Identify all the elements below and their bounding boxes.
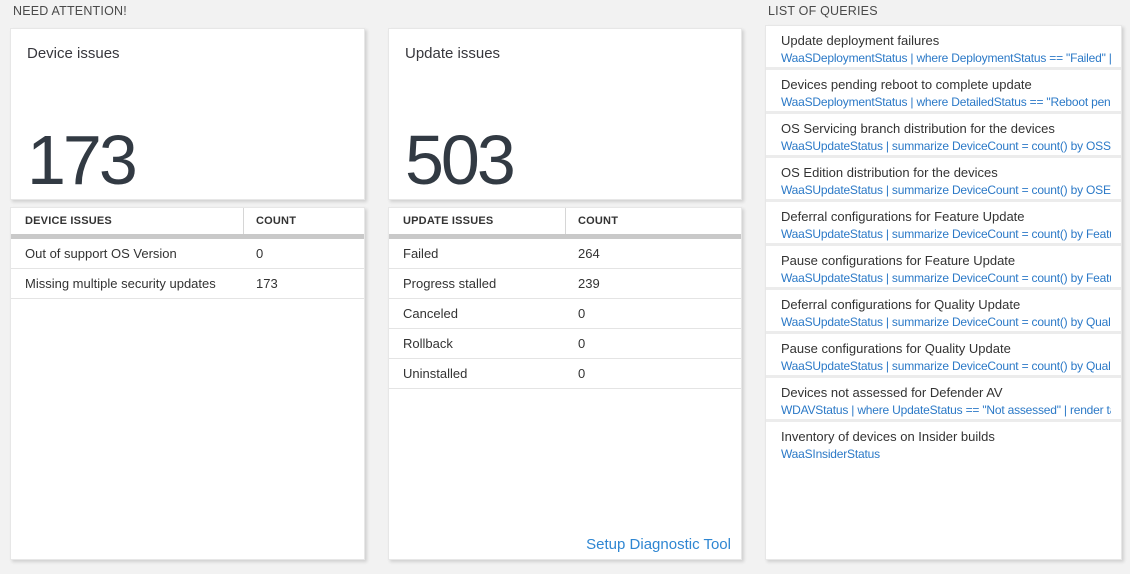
column-header-count: COUNT xyxy=(256,215,297,227)
device-issues-title: Device issues xyxy=(27,45,120,62)
query-item-title: Update deployment failures xyxy=(781,33,940,48)
query-item-title: Pause configurations for Quality Update xyxy=(781,341,1011,356)
query-item-deferral-feature-update[interactable]: Deferral configurations for Feature Upda… xyxy=(766,202,1121,246)
update-issues-table-header: UPDATE ISSUES COUNT xyxy=(389,208,741,234)
query-item-title: Devices not assessed for Defender AV xyxy=(781,385,1003,400)
query-item-title: Pause configurations for Feature Update xyxy=(781,253,1016,268)
table-row[interactable]: Rollback 0 xyxy=(389,329,741,359)
query-item-title: Deferral configurations for Feature Upda… xyxy=(781,209,1025,224)
row-label: Uninstalled xyxy=(403,366,468,381)
device-issues-table-header: DEVICE ISSUES COUNT xyxy=(11,208,364,234)
section-label-need-attention: NEED ATTENTION! xyxy=(13,4,127,18)
table-row[interactable]: Uninstalled 0 xyxy=(389,359,741,389)
row-label: Out of support OS Version xyxy=(25,246,177,261)
row-count: 239 xyxy=(578,276,600,291)
query-item-query: WaaSUpdateStatus | summarize DeviceCount… xyxy=(781,315,1111,329)
query-item-deferral-quality-update[interactable]: Deferral configurations for Quality Upda… xyxy=(766,290,1121,334)
table-row[interactable]: Out of support OS Version 0 xyxy=(11,239,364,269)
query-item-query: WaaSUpdateStatus | summarize DeviceCount… xyxy=(781,183,1111,197)
query-item-query: WaaSUpdateStatus | summarize DeviceCount… xyxy=(781,271,1111,285)
row-count: 0 xyxy=(578,306,586,321)
row-count: 0 xyxy=(578,366,586,381)
header-divider-bar xyxy=(389,234,741,239)
query-list-panel: Update deployment failures WaaSDeploymen… xyxy=(765,25,1122,560)
query-item-title: OS Edition distribution for the devices xyxy=(781,165,998,180)
query-item-pause-feature-update[interactable]: Pause configurations for Feature Update … xyxy=(766,246,1121,290)
row-label: Progress stalled xyxy=(403,276,497,291)
update-issues-table: UPDATE ISSUES COUNT Failed 264 Progress … xyxy=(388,207,742,560)
device-issues-tile[interactable]: Device issues 173 xyxy=(10,28,365,200)
query-item-os-servicing-branch[interactable]: OS Servicing branch distribution for the… xyxy=(766,114,1121,158)
row-count: 173 xyxy=(256,276,278,291)
query-item-devices-pending-reboot[interactable]: Devices pending reboot to complete updat… xyxy=(766,70,1121,114)
table-row[interactable]: Failed 264 xyxy=(389,239,741,269)
row-label: Missing multiple security updates xyxy=(25,276,216,291)
query-item-update-deployment-failures[interactable]: Update deployment failures WaaSDeploymen… xyxy=(766,26,1121,70)
query-item-insider-builds-inventory[interactable]: Inventory of devices on Insider builds W… xyxy=(766,422,1121,466)
setup-diagnostic-tool-link[interactable]: Setup Diagnostic Tool xyxy=(586,536,731,553)
query-item-os-edition-distribution[interactable]: OS Edition distribution for the devices … xyxy=(766,158,1121,202)
row-count: 0 xyxy=(256,246,264,261)
header-divider-bar xyxy=(11,234,364,239)
query-item-title: Inventory of devices on Insider builds xyxy=(781,429,995,444)
query-item-title: Deferral configurations for Quality Upda… xyxy=(781,297,1021,312)
row-label: Canceled xyxy=(403,306,458,321)
query-item-title: Devices pending reboot to complete updat… xyxy=(781,77,1032,92)
table-row[interactable]: Canceled 0 xyxy=(389,299,741,329)
query-item-query: WaaSUpdateStatus | summarize DeviceCount… xyxy=(781,139,1111,153)
row-count: 264 xyxy=(578,246,600,261)
query-item-query: WaaSUpdateStatus | summarize DeviceCount… xyxy=(781,227,1111,241)
column-header-device-issues: DEVICE ISSUES xyxy=(11,208,244,234)
query-item-pause-quality-update[interactable]: Pause configurations for Quality Update … xyxy=(766,334,1121,378)
column-header-update-issues: UPDATE ISSUES xyxy=(389,208,566,234)
row-label: Rollback xyxy=(403,336,453,351)
table-row[interactable]: Missing multiple security updates 173 xyxy=(11,269,364,299)
query-item-query: WDAVStatus | where UpdateStatus == "Not … xyxy=(781,403,1111,417)
query-item-query: WaaSDeploymentStatus | where DeploymentS… xyxy=(781,51,1111,65)
row-label: Failed xyxy=(403,246,439,261)
query-item-query: WaaSInsiderStatus xyxy=(781,447,880,461)
query-item-query: WaaSUpdateStatus | summarize DeviceCount… xyxy=(781,359,1111,373)
query-item-query: WaaSDeploymentStatus | where DetailedSta… xyxy=(781,95,1111,109)
update-issues-tile[interactable]: Update issues 503 xyxy=(388,28,742,200)
row-count: 0 xyxy=(578,336,586,351)
table-row[interactable]: Progress stalled 239 xyxy=(389,269,741,299)
update-issues-title: Update issues xyxy=(405,45,501,62)
query-item-title: OS Servicing branch distribution for the… xyxy=(781,121,1055,136)
column-header-count: COUNT xyxy=(578,215,619,227)
query-item-defender-av-not-assessed[interactable]: Devices not assessed for Defender AV WDA… xyxy=(766,378,1121,422)
device-issues-table: DEVICE ISSUES COUNT Out of support OS Ve… xyxy=(10,207,365,560)
update-issues-count: 503 xyxy=(405,121,516,199)
section-label-list-of-queries: LIST OF QUERIES xyxy=(768,4,878,18)
device-issues-count: 173 xyxy=(27,121,138,199)
